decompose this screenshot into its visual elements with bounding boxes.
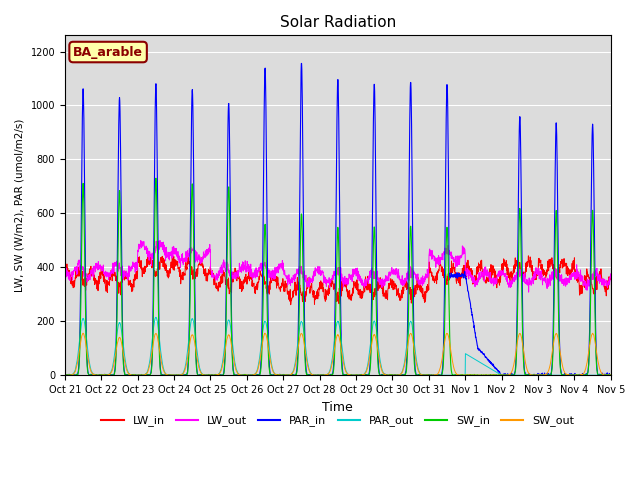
LW_out: [525, 289, 532, 295]
LW_in: [287, 302, 294, 308]
Line: SW_in: SW_in: [65, 178, 611, 375]
Y-axis label: LW, SW (W/m2), PAR (umol/m2/s): LW, SW (W/m2), PAR (umol/m2/s): [15, 119, 25, 292]
Line: PAR_out: PAR_out: [65, 317, 611, 375]
LW_in: [354, 281, 362, 287]
LW_in: [366, 284, 374, 289]
SW_out: [366, 353, 374, 359]
LW_in: [214, 283, 221, 289]
PAR_out: [559, 372, 567, 378]
Line: LW_out: LW_out: [65, 240, 611, 292]
SW_out: [559, 365, 567, 371]
LW_out: [354, 276, 362, 282]
X-axis label: Time: Time: [323, 400, 353, 413]
LW_out: [365, 269, 373, 275]
PAR_in: [574, 372, 582, 378]
LW_in: [146, 252, 154, 257]
LW_out: [559, 279, 567, 285]
SW_out: [61, 372, 69, 378]
Line: PAR_in: PAR_in: [65, 63, 611, 375]
SW_in: [574, 372, 582, 378]
PAR_out: [366, 347, 374, 352]
Line: SW_out: SW_out: [65, 333, 611, 375]
SW_out: [607, 372, 614, 378]
PAR_in: [607, 372, 614, 378]
LW_in: [607, 276, 614, 282]
PAR_out: [61, 372, 68, 378]
PAR_in: [61, 372, 68, 378]
Legend: LW_in, LW_out, PAR_in, PAR_out, SW_in, SW_out: LW_in, LW_out, PAR_in, PAR_out, SW_in, S…: [97, 411, 579, 431]
LW_in: [497, 270, 505, 276]
SW_in: [607, 372, 614, 378]
PAR_in: [559, 372, 566, 378]
LW_out: [497, 269, 504, 275]
PAR_in: [497, 372, 504, 377]
LW_out: [574, 274, 582, 279]
PAR_in: [213, 372, 221, 378]
SW_in: [497, 372, 504, 378]
PAR_out: [574, 372, 582, 378]
LW_in: [574, 273, 582, 279]
PAR_out: [152, 314, 160, 320]
LW_out: [214, 277, 221, 283]
SW_in: [214, 372, 221, 378]
PAR_out: [497, 372, 505, 378]
SW_out: [214, 372, 221, 377]
LW_out: [607, 275, 614, 280]
PAR_in: [354, 372, 362, 378]
Text: BA_arable: BA_arable: [73, 46, 143, 59]
LW_out: [156, 238, 164, 243]
PAR_in: [298, 60, 305, 66]
SW_in: [61, 372, 68, 378]
Title: Solar Radiation: Solar Radiation: [280, 15, 396, 30]
PAR_in: [365, 367, 373, 373]
SW_out: [574, 372, 582, 378]
SW_in: [152, 175, 160, 181]
LW_out: [61, 267, 68, 273]
SW_in: [354, 372, 362, 378]
SW_in: [559, 372, 566, 378]
Line: LW_in: LW_in: [65, 254, 611, 305]
PAR_out: [61, 372, 69, 378]
LW_in: [559, 258, 567, 264]
SW_out: [79, 330, 86, 336]
SW_out: [354, 372, 362, 378]
LW_in: [61, 275, 68, 280]
SW_in: [365, 370, 373, 375]
PAR_out: [214, 372, 221, 377]
PAR_out: [354, 372, 362, 378]
SW_out: [497, 372, 505, 378]
PAR_out: [607, 372, 614, 378]
SW_out: [61, 372, 68, 378]
